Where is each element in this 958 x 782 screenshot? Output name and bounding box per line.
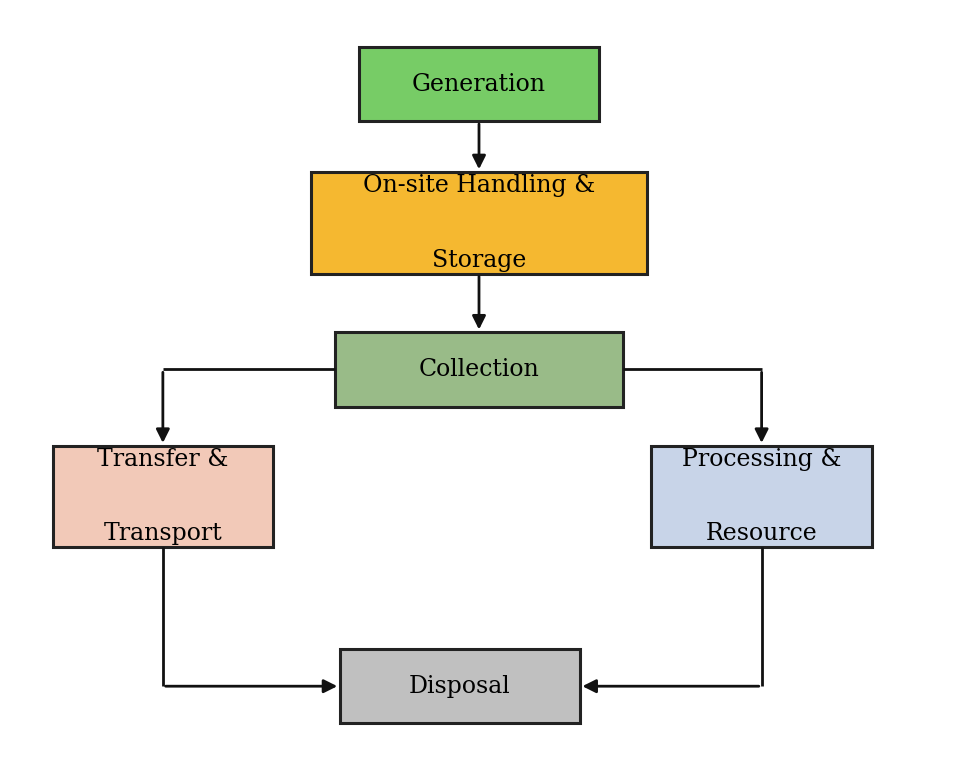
Text: Processing &

Resource: Processing & Resource bbox=[682, 447, 841, 546]
FancyBboxPatch shape bbox=[311, 172, 647, 274]
Text: On-site Handling &

Storage: On-site Handling & Storage bbox=[363, 174, 595, 272]
FancyBboxPatch shape bbox=[359, 47, 599, 121]
Text: Generation: Generation bbox=[412, 73, 546, 95]
Text: Collection: Collection bbox=[419, 358, 539, 381]
FancyBboxPatch shape bbox=[340, 649, 580, 723]
Text: Disposal: Disposal bbox=[409, 675, 511, 698]
Text: Transfer &

Transport: Transfer & Transport bbox=[97, 447, 229, 546]
FancyBboxPatch shape bbox=[335, 332, 623, 407]
FancyBboxPatch shape bbox=[651, 446, 872, 547]
FancyBboxPatch shape bbox=[53, 446, 273, 547]
